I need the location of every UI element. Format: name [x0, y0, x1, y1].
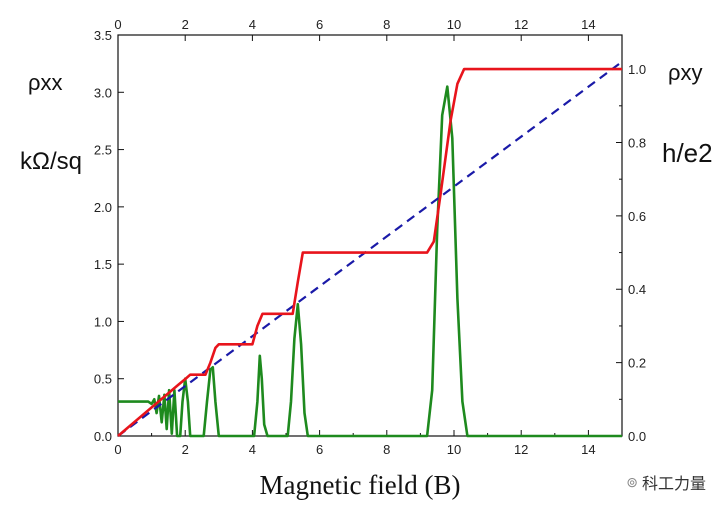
right-tick-label: 0.8 [628, 135, 646, 150]
left-axis-unit: kΩ/sq [20, 148, 82, 175]
right-tick-label: 1.0 [628, 62, 646, 77]
watermark-text: 科工力量 [641, 476, 706, 493]
x-tick-label-top: 4 [249, 17, 256, 32]
left-tick-label: 0.0 [94, 429, 112, 444]
left-tick-label: 1.5 [94, 257, 112, 272]
wechat-icon: ⊚ [626, 473, 638, 490]
right-axis-unit: h/e2 [662, 138, 713, 168]
x-tick-label-bottom: 14 [581, 442, 595, 457]
right-tick-label: 0.2 [628, 356, 646, 371]
series-line-rho-xx [118, 85, 622, 438]
x-tick-label-bottom: 8 [383, 442, 390, 457]
right-tick-label: 0.0 [628, 429, 646, 444]
right-axis-symbol: ρxy [668, 60, 703, 85]
x-tick-label-bottom: 0 [114, 442, 121, 457]
x-tick-label-bottom: 10 [447, 442, 461, 457]
x-tick-label-top: 8 [383, 17, 390, 32]
x-tick-label-top: 6 [316, 17, 323, 32]
x-tick-label-top: 12 [514, 17, 528, 32]
left-tick-label: 1.0 [94, 314, 112, 329]
left-tick-label: 2.0 [94, 200, 112, 215]
x-axis-label: Magnetic field (B) [259, 470, 461, 500]
series-line-classical-hall-line [117, 60, 623, 437]
watermark-logo: ⊚ 科工力量 [626, 470, 706, 494]
series-line-rho-xy-hall- [117, 67, 622, 437]
x-tick-label-top: 10 [447, 17, 461, 32]
left-axis-symbol: ρxx [28, 70, 63, 95]
x-tick-label-bottom: 4 [249, 442, 256, 457]
x-tick-label-top: 0 [114, 17, 121, 32]
right-tick-label: 0.4 [628, 282, 646, 297]
x-tick-label-top: 2 [182, 17, 189, 32]
left-tick-label: 3.0 [94, 85, 112, 100]
x-tick-label-bottom: 2 [182, 442, 189, 457]
x-tick-label-bottom: 6 [316, 442, 323, 457]
x-tick-label-bottom: 12 [514, 442, 528, 457]
left-tick-label: 3.5 [94, 28, 112, 43]
left-tick-label: 0.5 [94, 372, 112, 387]
left-tick-label: 2.5 [94, 143, 112, 158]
x-tick-label-top: 14 [581, 17, 595, 32]
right-tick-label: 0.6 [628, 209, 646, 224]
